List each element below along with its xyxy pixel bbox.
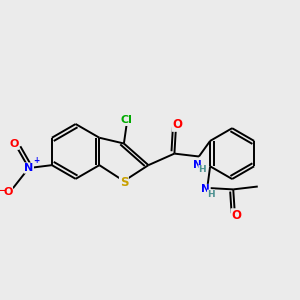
Text: N: N <box>193 160 202 170</box>
Text: O: O <box>3 187 12 197</box>
Text: −: − <box>0 186 6 195</box>
Text: O: O <box>231 209 241 222</box>
Text: H: H <box>207 190 215 199</box>
Text: O: O <box>9 140 19 149</box>
Text: +: + <box>33 156 39 165</box>
Text: O: O <box>172 118 182 131</box>
Text: H: H <box>199 165 206 174</box>
Text: S: S <box>120 176 128 189</box>
Text: Cl: Cl <box>121 116 133 125</box>
Text: N: N <box>24 163 33 173</box>
Text: N: N <box>201 184 210 194</box>
